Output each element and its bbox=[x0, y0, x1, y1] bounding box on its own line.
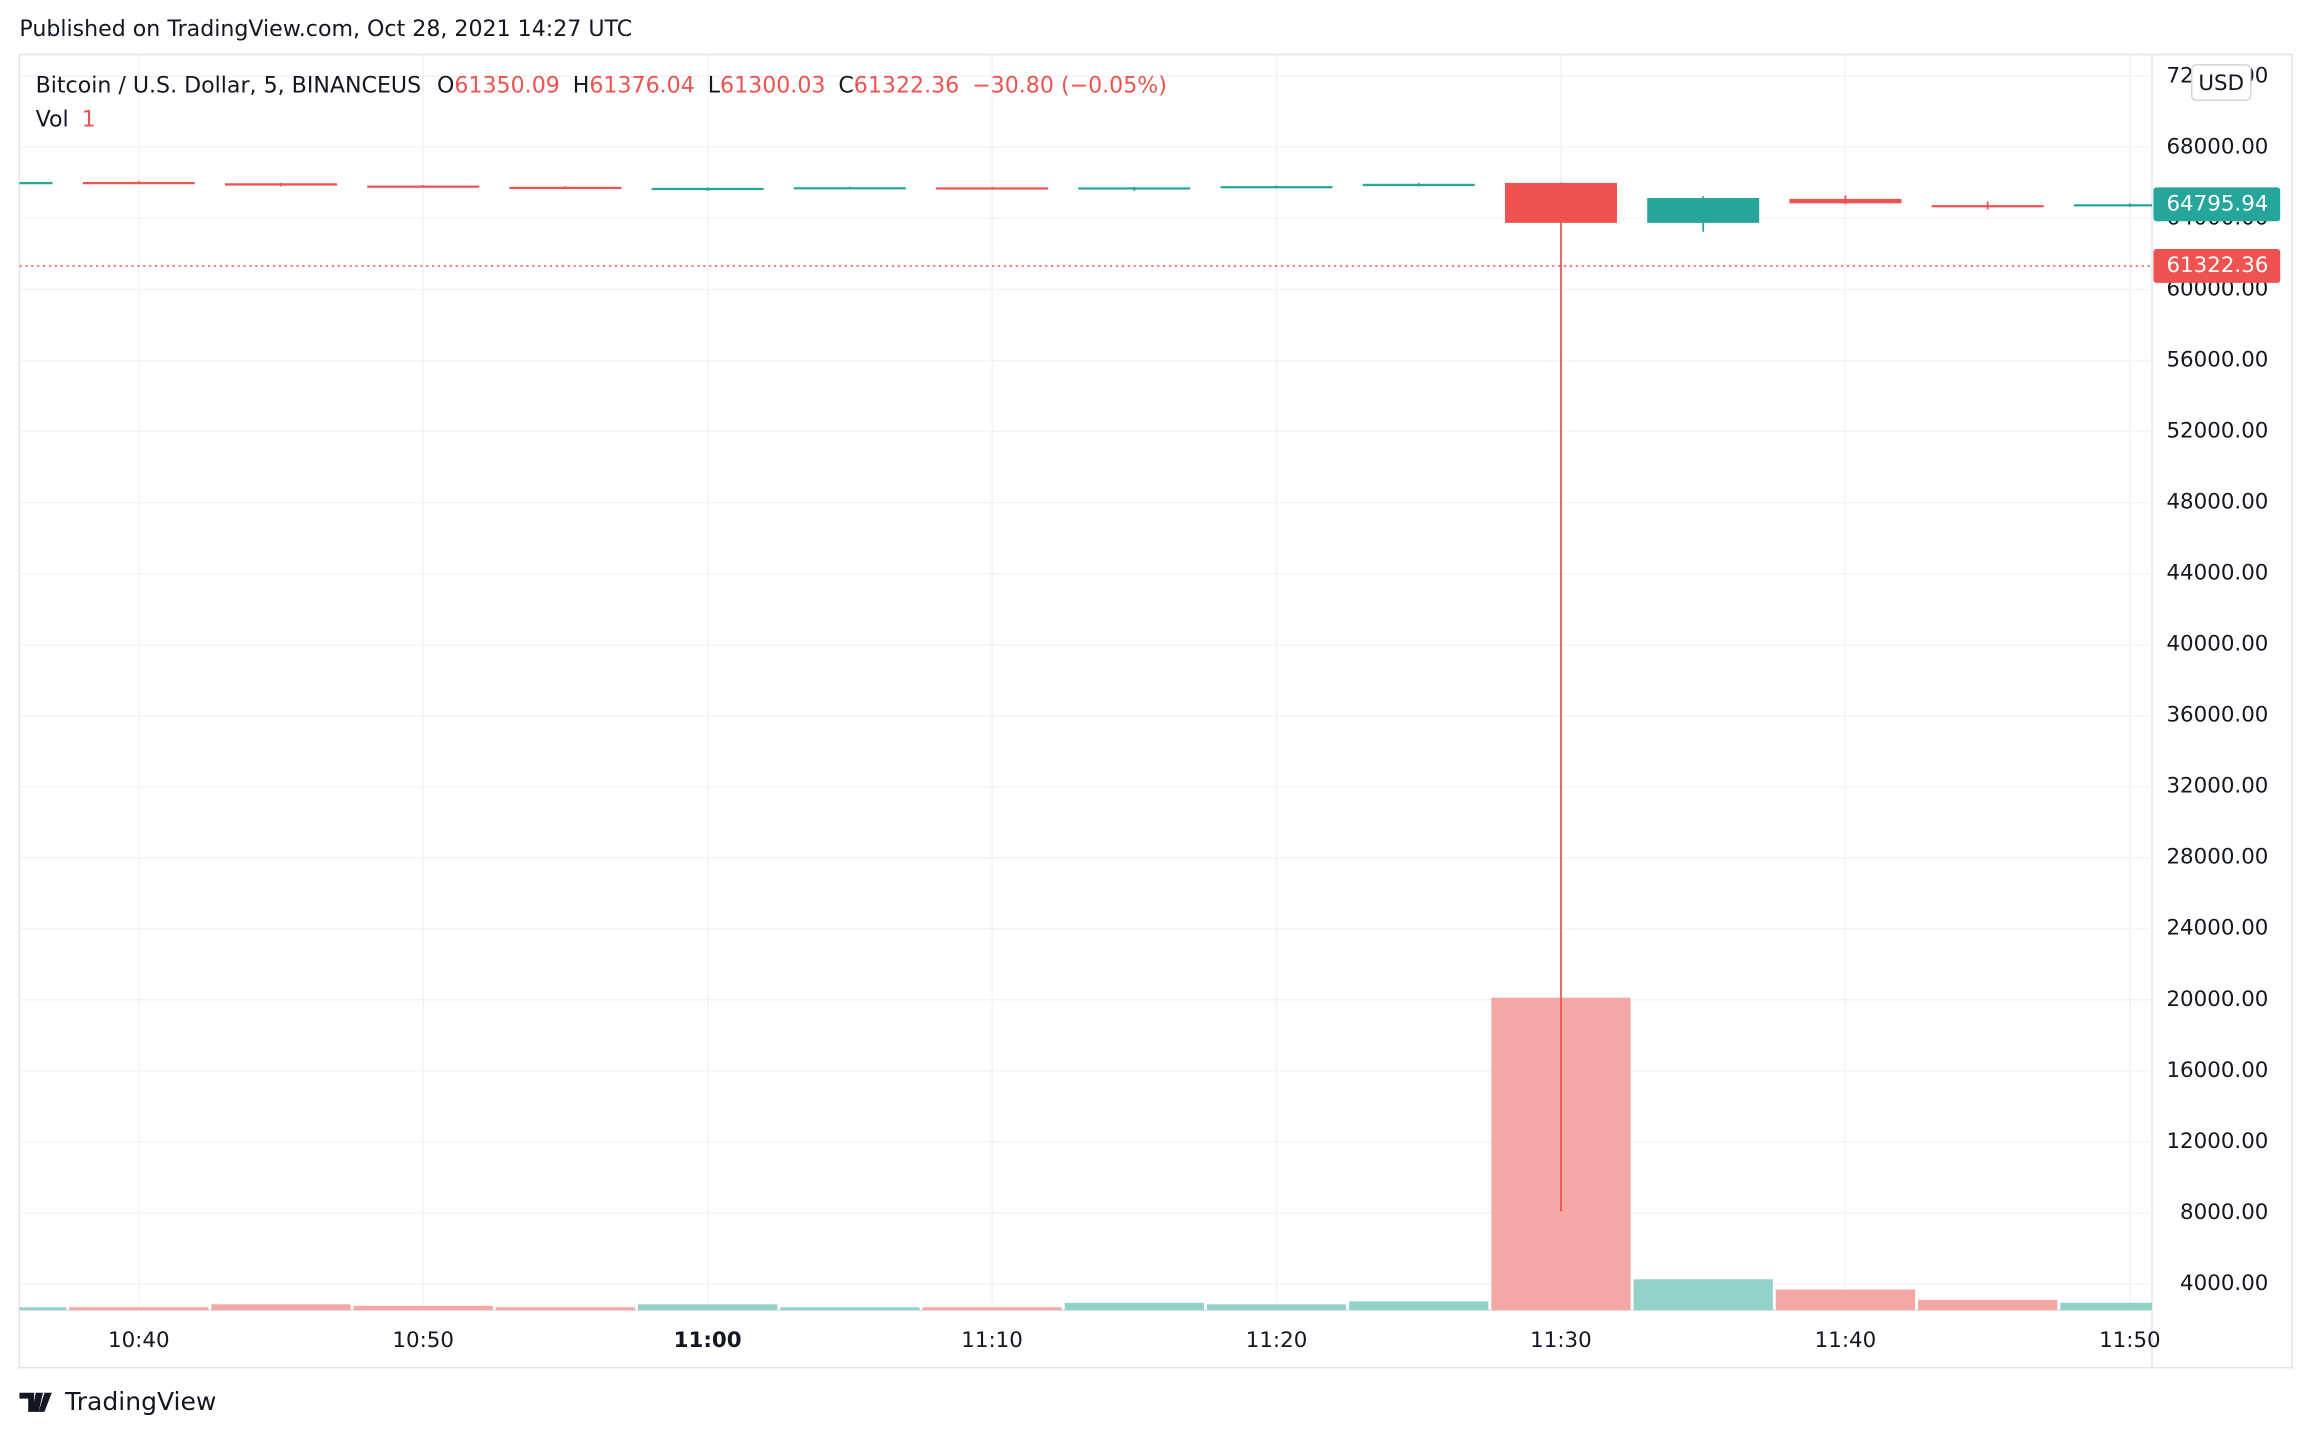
x-tick-label: 10:40 bbox=[108, 1328, 170, 1353]
volume-bar bbox=[2060, 1302, 2152, 1311]
chart-frame bbox=[18, 53, 2293, 1369]
candle-body bbox=[1362, 183, 1475, 187]
high-value: 61376.04 bbox=[589, 72, 694, 98]
y-tick-label: 4000.00 bbox=[2180, 1271, 2268, 1296]
volume-key: Vol bbox=[36, 106, 69, 132]
y-tick-label: 24000.00 bbox=[2166, 916, 2268, 941]
y-tick-label: 20000.00 bbox=[2166, 987, 2268, 1012]
published-note: Published on TradingView.com, Oct 28, 20… bbox=[19, 16, 632, 42]
volume-bar bbox=[922, 1307, 1062, 1311]
volume-bar bbox=[1633, 1279, 1773, 1311]
y-tick-label: 28000.00 bbox=[2166, 845, 2268, 870]
volume-bar bbox=[780, 1307, 920, 1311]
y-tick-label: 68000.00 bbox=[2166, 134, 2268, 159]
candle-body bbox=[1789, 198, 1902, 204]
price-marker-label: 64795.94 bbox=[2166, 191, 2268, 216]
volume-bar bbox=[1918, 1299, 2058, 1311]
candle-body bbox=[1504, 182, 1617, 223]
symbol: Bitcoin / U.S. Dollar, 5, BINANCEUS bbox=[36, 72, 422, 98]
y-tick-label: 36000.00 bbox=[2166, 703, 2268, 728]
footer-brand: TradingView bbox=[64, 1387, 216, 1416]
open-value: 61350.09 bbox=[454, 72, 559, 98]
volume-legend: Vol 1 bbox=[36, 106, 96, 132]
candle-body bbox=[1931, 205, 2044, 208]
currency-label[interactable]: USD bbox=[2198, 71, 2244, 96]
x-tick-label: 11:20 bbox=[1246, 1328, 1308, 1353]
x-tick-label: 11:50 bbox=[2099, 1328, 2161, 1353]
price-marker-box bbox=[2153, 187, 2281, 222]
low-key: L bbox=[708, 72, 721, 98]
change-value: −30.80 (−0.05%) bbox=[972, 72, 1167, 98]
candle-body bbox=[509, 186, 622, 190]
grid bbox=[19, 54, 2152, 1311]
close-key: C bbox=[838, 72, 853, 98]
volume-bar bbox=[211, 1304, 351, 1311]
close-value: 61322.36 bbox=[854, 72, 959, 98]
volume-value: 1 bbox=[82, 106, 96, 132]
y-tick-label: 40000.00 bbox=[2166, 632, 2268, 657]
y-tick-label: 8000.00 bbox=[2180, 1200, 2268, 1225]
y-tick-label: 44000.00 bbox=[2166, 561, 2268, 586]
x-tick-label: 11:30 bbox=[1530, 1328, 1592, 1353]
volume-bar bbox=[495, 1307, 636, 1311]
price-marker-label: 61322.36 bbox=[2166, 253, 2268, 278]
candle-body bbox=[1647, 198, 1760, 223]
open-key: O bbox=[437, 72, 454, 98]
volume-bar bbox=[1775, 1289, 1916, 1311]
y-tick-label: 48000.00 bbox=[2166, 490, 2268, 515]
y-tick-label: 12000.00 bbox=[2166, 1129, 2268, 1154]
x-tick-label: 11:10 bbox=[961, 1328, 1023, 1353]
volume-bar bbox=[638, 1304, 778, 1311]
y-tick-label: 52000.00 bbox=[2166, 419, 2268, 444]
candle-body bbox=[936, 187, 1049, 190]
volume-bar bbox=[353, 1305, 493, 1311]
x-tick-label: 10:50 bbox=[392, 1328, 454, 1353]
plot-area bbox=[19, 181, 2152, 1311]
y-tick-label: 16000.00 bbox=[2166, 1058, 2268, 1083]
logo-icon bbox=[19, 1392, 52, 1412]
volume-bar bbox=[19, 1307, 67, 1311]
currency-button[interactable] bbox=[2191, 64, 2252, 101]
x-tick-label: 11:40 bbox=[1815, 1328, 1877, 1353]
y-tick-label: 56000.00 bbox=[2166, 348, 2268, 373]
candle-body bbox=[1078, 187, 1191, 190]
low-value: 61300.03 bbox=[720, 72, 825, 98]
volume-bar bbox=[1206, 1304, 1347, 1311]
high-key: H bbox=[573, 72, 590, 98]
volume-bar bbox=[69, 1307, 209, 1311]
price-marker-box bbox=[2153, 249, 2281, 283]
legend-row: Bitcoin / U.S. Dollar, 5, BINANCEUS O613… bbox=[36, 72, 1167, 98]
candle-body bbox=[1220, 186, 1333, 189]
candle-body bbox=[82, 182, 195, 185]
volume-bar bbox=[1349, 1301, 1489, 1311]
candle-body bbox=[224, 183, 337, 186]
y-tick-label: 32000.00 bbox=[2166, 774, 2268, 799]
volume-bar bbox=[1064, 1302, 1204, 1311]
candle-body bbox=[651, 187, 764, 191]
footer-logo: TradingView bbox=[19, 1387, 216, 1416]
candle-body bbox=[793, 187, 906, 190]
x-tick-label: 11:00 bbox=[674, 1328, 742, 1353]
candle-body bbox=[19, 182, 53, 185]
candle-body bbox=[2073, 204, 2152, 207]
candle-body bbox=[367, 185, 480, 188]
